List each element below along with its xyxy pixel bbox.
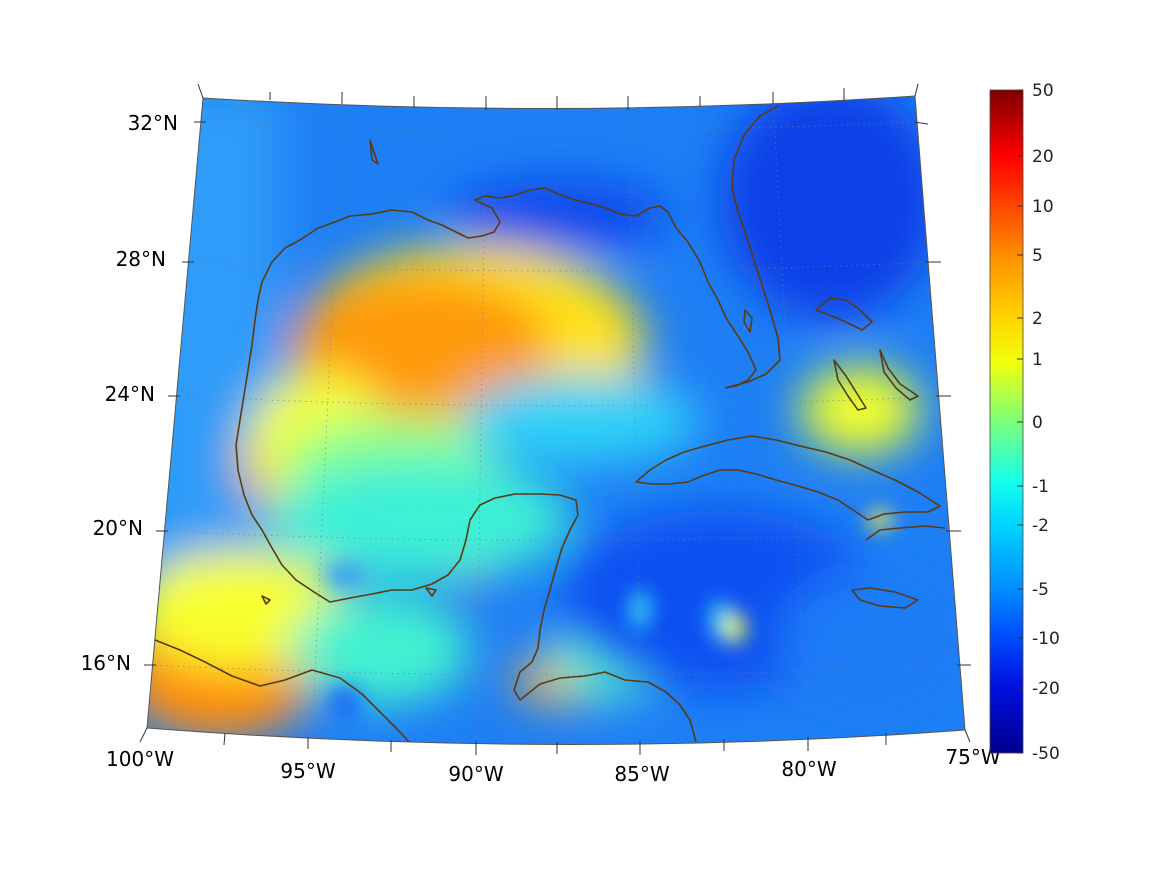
map-panel: [147, 96, 965, 745]
field-details: [325, 510, 892, 725]
colorbar-label: 1: [1032, 350, 1043, 370]
cuba-coast: [635, 435, 941, 521]
colorbar-label: -5: [1032, 580, 1049, 600]
colorbar-label: 0: [1032, 413, 1043, 433]
lake-and-islands: [261, 139, 753, 605]
map-frame: [146, 95, 966, 746]
graticule: [149, 96, 965, 745]
colorbar-ticks: [1017, 89, 1023, 754]
lat-labels: 32°N 28°N 24°N 20°N 16°N: [81, 111, 178, 675]
lat-label-24: 24°N: [105, 382, 155, 406]
lat-label-32: 32°N: [128, 111, 178, 135]
gulf-coast-us: [257, 187, 757, 389]
colorbar-label: -20: [1032, 679, 1060, 699]
florida-atlantic-coast: [724, 105, 781, 389]
lat-label-28: 28°N: [116, 247, 166, 271]
colorbar-label: 5: [1032, 246, 1043, 266]
lon-label-85: 85°W: [614, 762, 669, 786]
bahamas: [815, 297, 919, 411]
lon-label-100: 100°W: [106, 747, 174, 771]
jamaica-coast: [851, 587, 919, 609]
lon-labels: 100°W 95°W 90°W 85°W 80°W 75°W: [106, 745, 1001, 786]
colorbar-labels: 50 20 10 5 2 1 0 -1 -2 -5 -10 -20 -50: [1032, 81, 1060, 764]
hispaniola-coast: [865, 525, 946, 541]
lat-label-16: 16°N: [81, 651, 131, 675]
colorbar: 50 20 10 5 2 1 0 -1 -2 -5 -10 -20 -50: [989, 81, 1060, 764]
colorbar-label: -2: [1032, 516, 1049, 536]
lon-label-80: 80°W: [781, 757, 836, 781]
coastlines: [154, 105, 946, 745]
colorbar-label: 10: [1032, 197, 1054, 217]
pacific-coast: [154, 639, 413, 745]
frame-ticks: [139, 83, 971, 755]
colorbar-label: 20: [1032, 147, 1054, 167]
colorbar-label: 2: [1032, 309, 1043, 329]
lon-label-95: 95°W: [280, 759, 335, 783]
lat-label-20: 20°N: [93, 516, 143, 540]
colorbar-label: 50: [1032, 81, 1054, 101]
lon-label-90: 90°W: [448, 762, 503, 786]
colorbar-label: -1: [1032, 477, 1049, 497]
colorbar-label: -50: [1032, 744, 1060, 764]
mexico-gulf-coast: [235, 299, 579, 701]
central-america-coast: [519, 671, 697, 743]
colorbar-label: -10: [1032, 629, 1060, 649]
